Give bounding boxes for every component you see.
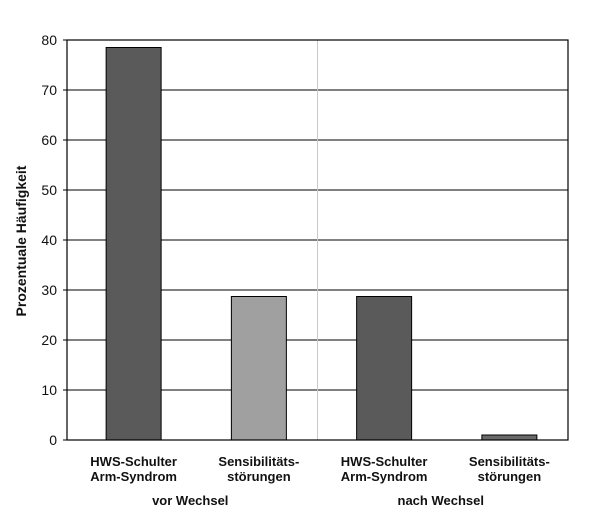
y-tick-label: 0 <box>49 432 57 448</box>
bar <box>230 296 287 441</box>
y-axis-title: Prozentuale Häufigkeit <box>13 165 29 316</box>
plot-frame <box>66 39 569 441</box>
category-label: HWS-Schulter Arm-Syndrom <box>341 454 428 484</box>
axes <box>63 39 569 441</box>
group-label: nach Wechsel <box>398 493 484 508</box>
y-tick-label: 80 <box>41 32 57 48</box>
category-label: HWS-Schulter Arm-Syndrom <box>90 454 177 484</box>
y-tick-label: 10 <box>41 382 57 398</box>
y-tick-label: 40 <box>41 232 57 248</box>
labels: 0 10 20 30 40 50 60 70 80 HWS-Schulter Arm-Syndrom… <box>41 32 549 508</box>
y-tick-label: 60 <box>41 132 57 148</box>
bar <box>481 434 538 441</box>
bar <box>105 47 162 441</box>
y-tick-label: 70 <box>41 82 57 98</box>
bar <box>356 296 413 441</box>
bars <box>105 47 538 441</box>
category-label: Sensibilitäts-störungen <box>218 454 299 484</box>
y-tick-label: 30 <box>41 282 57 298</box>
group-label: vor Wechsel <box>152 493 228 508</box>
y-tick-label: 50 <box>41 182 57 198</box>
category-label: Sensibilitäts-störungen <box>469 454 550 484</box>
y-tick-label: 20 <box>41 332 57 348</box>
